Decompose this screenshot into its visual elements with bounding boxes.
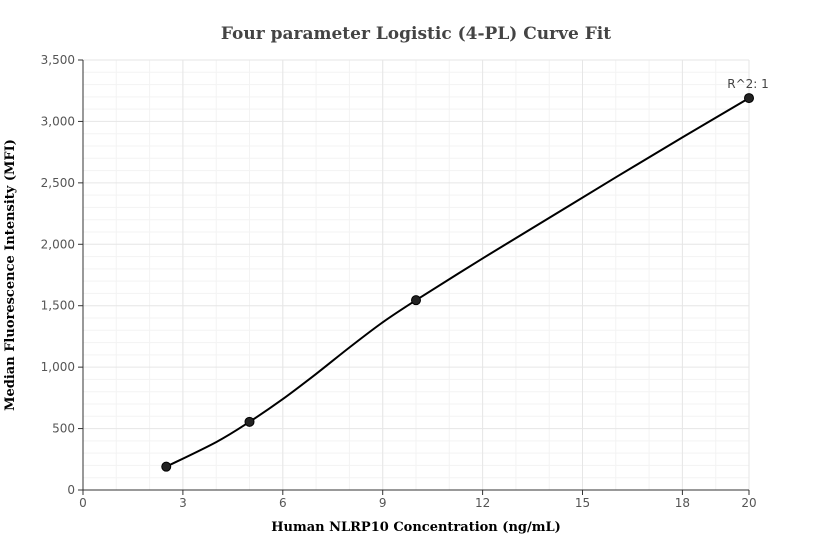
y-tick-label: 1,000 <box>41 360 75 374</box>
x-tick-label: 20 <box>741 496 756 510</box>
x-tick-label: 12 <box>475 496 490 510</box>
data-point <box>744 93 754 104</box>
y-axis-label: Median Fluorescence Intensity (MFI) <box>3 139 18 411</box>
y-tick-label: 3,500 <box>41 53 75 67</box>
y-tick-label: 1,500 <box>41 299 75 313</box>
x-tick-label: 0 <box>79 496 87 510</box>
chart-title: Four parameter Logistic (4-PL) Curve Fit <box>221 24 611 44</box>
grid <box>83 59 750 490</box>
x-axis-label: Human NLRP10 Concentration (ng/mL) <box>271 520 561 535</box>
y-tick-label: 3,000 <box>41 114 75 128</box>
r-squared-annotation: R^2: 1 <box>727 77 769 91</box>
axes <box>82 60 749 491</box>
tick-labels: 0 3 6 9 12 15 18 20 0 500 1,000 1,500 2,000 2,500 3,00… <box>41 53 757 510</box>
x-tick-label: 3 <box>179 496 187 510</box>
x-tick-label: 6 <box>279 496 287 510</box>
y-tick-label: 2,000 <box>41 237 75 251</box>
data-points <box>161 93 754 472</box>
x-tick-label: 15 <box>575 496 590 510</box>
x-tick-label: 18 <box>675 496 690 510</box>
y-tick-label: 0 <box>67 483 75 497</box>
y-tick-label: 2,500 <box>41 176 75 190</box>
data-point <box>411 295 421 306</box>
y-tick-label: 500 <box>52 422 75 436</box>
x-tick-label: 9 <box>379 496 387 510</box>
fit-curve <box>165 97 750 468</box>
data-point <box>161 461 172 472</box>
data-point <box>244 416 255 427</box>
